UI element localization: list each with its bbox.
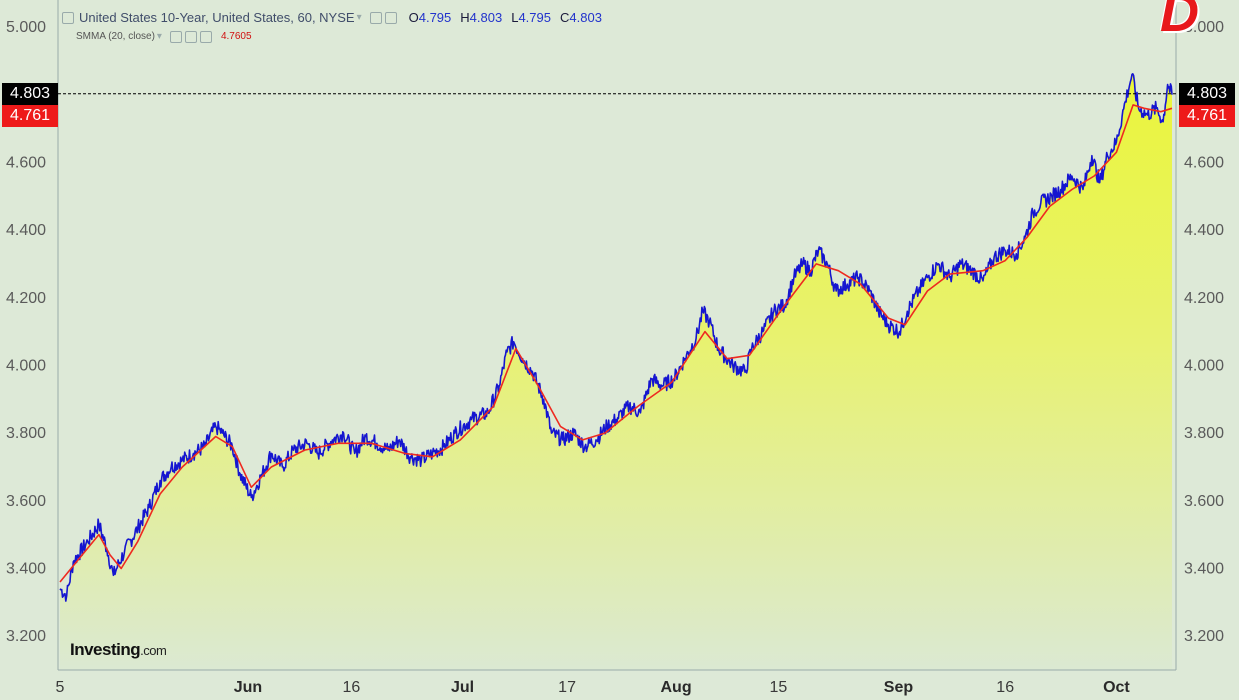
indicator-close-icon[interactable] — [199, 30, 212, 43]
x-tick-label: 16 — [342, 679, 360, 696]
open-value: 4.795 — [418, 10, 452, 25]
y-axis-right: 5.000 4.600 4.400 4.200 4.000 3.800 3.600 3.400… — [1184, 19, 1224, 645]
x-tick-label: 16 — [996, 679, 1014, 696]
corner-brand-mark: D — [1160, 0, 1199, 43]
price-area — [60, 73, 1172, 671]
smma-line — [59, 104, 1173, 583]
symbol-label: United States 10-Year, United States, 60… — [79, 10, 355, 25]
x-tick-label: Sep — [884, 679, 914, 696]
price-area-fill — [60, 73, 1172, 671]
y-tick-label: 3.200 — [6, 628, 46, 645]
close-value: 4.803 — [569, 10, 602, 25]
y-tick-label: 5.000 — [1184, 19, 1224, 36]
indicator-value: 4.7605 — [220, 31, 252, 42]
high-value: 4.803 — [469, 10, 503, 25]
y-tick-label: 3.800 — [6, 425, 46, 442]
logo-name: Investing — [70, 640, 141, 659]
smma-tag-right: 4.761 — [1179, 104, 1235, 127]
y-tick-label: 3.400 — [6, 560, 46, 577]
y-tick-label: 4.000 — [6, 357, 46, 374]
logo-suffix: .com — [140, 643, 167, 658]
y-tick-label: 4.200 — [1184, 290, 1224, 307]
y-tick-label: 3.800 — [1184, 425, 1224, 442]
smma-tag-left: 4.761 — [2, 104, 58, 127]
last-price-tag-right: 4.803 — [1179, 82, 1235, 105]
settings-icon[interactable] — [384, 11, 397, 24]
last-price-tag-left: 4.803 — [2, 82, 58, 105]
x-tick-label: 15 — [769, 679, 787, 696]
x-tick-label: Aug — [660, 679, 691, 696]
indicator-label: SMMA (20, close) — [76, 31, 155, 42]
x-tick-label: Oct — [1103, 679, 1130, 696]
y-tick-label: 3.400 — [1184, 560, 1224, 577]
low-value: 4.795 — [518, 10, 551, 25]
chart-legend: United States 10-Year, United States, 60… — [62, 8, 602, 46]
y-axis-left: 5.000 4.600 4.400 4.200 4.000 3.800 3.600 3.400… — [6, 19, 46, 645]
collapse-icon[interactable] — [62, 11, 74, 24]
investing-logo[interactable]: Investing.com — [70, 640, 167, 660]
indicator-eye-icon[interactable] — [169, 30, 182, 43]
low-key: L — [511, 10, 519, 25]
x-axis: 5 Jun 16 Jul 17 Aug 15 Sep 16 Oct — [56, 679, 1131, 696]
y-tick-label: 4.400 — [6, 222, 46, 239]
y-tick-label: 3.200 — [1184, 628, 1224, 645]
y-tick-label: 3.600 — [1184, 493, 1224, 510]
y-tick-label: 4.600 — [6, 154, 46, 171]
y-tick-label: 5.000 — [6, 19, 46, 36]
x-tick-label: 5 — [56, 679, 65, 696]
y-tick-label: 4.000 — [1184, 357, 1224, 374]
open-key: O — [408, 10, 419, 25]
chevron-down-icon[interactable]: ▾ — [356, 12, 362, 23]
y-tick-label: 3.600 — [6, 493, 46, 510]
close-key: C — [560, 10, 570, 25]
indicator-chevron-icon[interactable]: ▾ — [156, 31, 162, 42]
y-tick-label: 4.400 — [1184, 222, 1224, 239]
indicator-settings-icon[interactable] — [184, 30, 197, 43]
y-tick-label: 4.600 — [1184, 154, 1224, 171]
y-tick-label: 4.200 — [6, 290, 46, 307]
smma-series — [59, 104, 1173, 583]
x-tick-label: Jun — [234, 679, 262, 696]
x-tick-label: Jul — [451, 679, 474, 696]
x-tick-label: 17 — [558, 679, 576, 696]
eye-icon[interactable] — [369, 11, 382, 24]
high-key: H — [460, 10, 470, 25]
